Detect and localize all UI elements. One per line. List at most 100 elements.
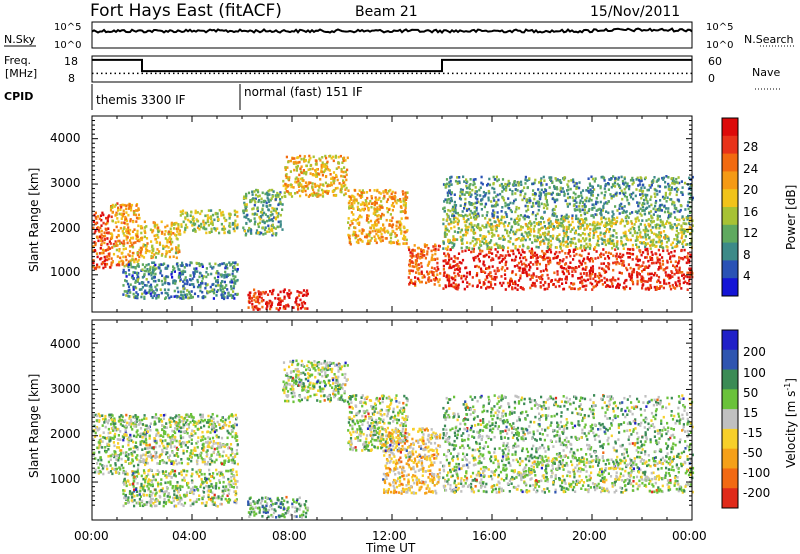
range-gate-cell [255,231,258,235]
range-gate-cell [284,182,287,186]
range-gate-cell [258,232,261,236]
range-gate-cell [297,308,300,311]
range-gate-cell [579,222,582,226]
range-gate-cell [515,217,519,220]
range-gate-cell [199,281,203,285]
range-gate-cell [307,182,310,186]
range-gate-cell [212,297,215,300]
range-gate-cell [664,180,667,184]
range-gate-cell [350,202,353,206]
range-gate-cell [460,276,463,280]
range-gate-cell [181,294,184,297]
range-gate-cell [135,291,138,294]
range-gate-cell [101,239,104,243]
range-gate-cell [661,259,664,263]
range-gate-cell [588,247,592,250]
range-gate-cell [655,233,658,236]
range-gate-cell [302,171,305,175]
range-gate-cell [299,177,302,181]
range-gate-cell [122,239,125,243]
range-gate-cell [467,225,470,229]
range-gate-cell [379,230,382,233]
range-gate-cell [153,253,156,256]
range-gate-cell [657,287,660,290]
range-gate-cell [597,244,600,247]
range-gate-cell [484,217,487,220]
range-gate-cell [501,190,504,193]
range-gate-cell [602,253,605,256]
range-gate-cell [283,191,286,194]
range-gate-cell [626,268,629,272]
range-gate-cell [105,262,109,266]
range-gate-cell [554,212,557,216]
range-gate-cell [311,194,314,197]
range-gate-cell [136,264,139,268]
range-gate-cell [161,274,164,277]
range-gate-cell [655,189,658,193]
range-gate-cell [603,235,606,238]
range-gate-cell [479,234,482,237]
range-gate-cell [100,233,103,236]
range-gate-cell [136,280,139,283]
range-gate-cell [659,281,662,284]
range-gate-cell [270,218,273,221]
range-gate-cell [466,271,469,275]
range-gate-cell [228,273,231,277]
range-gate-cell [173,279,176,282]
range-gate-cell [337,161,340,164]
range-gate-cell [602,224,606,227]
range-gate-cell [366,214,369,217]
range-gate-cell [172,222,175,226]
range-gate-cell [221,285,224,288]
range-gate-cell [185,263,188,266]
range-gate-cell [306,307,309,310]
range-gate-cell [247,306,250,309]
range-gate-cell [647,259,650,263]
range-gate-cell [484,271,487,274]
range-gate-cell [251,207,254,211]
range-gate-cell [271,206,274,210]
range-gate-cell [136,232,139,235]
range-gate-cell [604,217,607,221]
range-gate-cell [388,224,391,227]
range-gate-cell [585,189,588,192]
range-gate-cell [669,221,672,225]
range-gate-cell [641,190,644,194]
range-gate-cell [648,272,652,276]
range-gate-cell [140,281,143,284]
range-gate-cell [275,211,278,215]
range-gate-cell [569,254,572,258]
range-gate-cell [499,254,502,257]
range-gate-cell [644,176,647,179]
range-gate-cell [156,233,159,237]
range-gate-cell [449,209,452,213]
range-gate-cell [637,267,640,270]
range-gate-cell [202,296,205,300]
range-gate-cell [267,224,270,228]
range-gate-cell [650,183,653,187]
range-gate-cell [547,248,551,251]
range-gate-cell [448,279,451,283]
range-gate-cell [582,219,585,222]
range-gate-cell [489,248,493,251]
range-gate-cell [623,281,626,285]
range-gate-cell [485,192,488,195]
range-gate-cell [464,277,467,281]
range-gate-cell [154,263,157,267]
range-gate-cell [305,294,308,297]
range-gate-cell [340,167,343,171]
range-gate-cell [504,262,507,265]
range-gate-cell [200,262,203,266]
range-gate-cell [244,205,247,209]
range-gate-cell [449,218,452,221]
range-gate-cell [497,178,500,181]
range-gate-cell [673,204,676,207]
range-gate-cell [305,164,308,168]
range-gate-cell [382,190,385,193]
range-gate-cell [605,224,608,227]
range-gate-cell [374,219,377,223]
range-gate-cell [577,227,580,230]
range-gate-cell [479,228,482,231]
range-gate-cell [92,259,95,262]
range-gate-cell [216,289,220,292]
